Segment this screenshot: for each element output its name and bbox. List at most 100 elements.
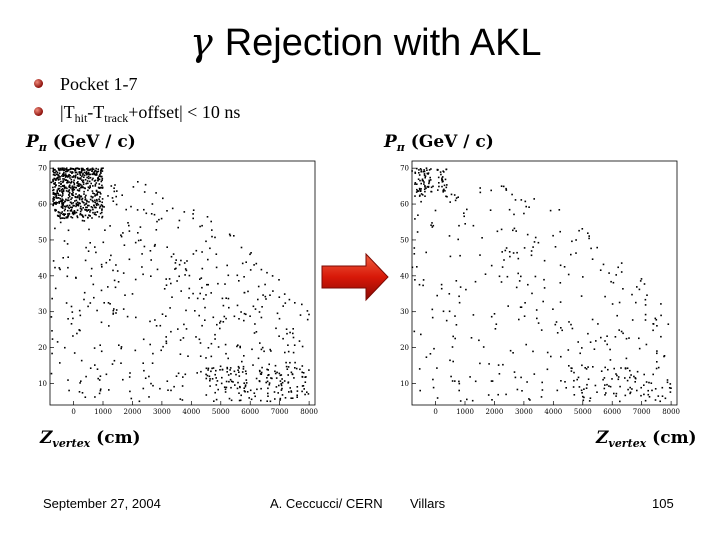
data-point xyxy=(170,255,173,258)
data-point xyxy=(417,190,420,192)
data-point xyxy=(99,375,102,377)
data-point xyxy=(96,193,98,195)
y-tick-label: 10 xyxy=(400,380,409,388)
data-point xyxy=(204,319,206,321)
data-point xyxy=(660,335,662,338)
data-point xyxy=(59,214,61,216)
data-point xyxy=(101,215,104,218)
data-point xyxy=(291,397,294,399)
data-point xyxy=(609,359,612,361)
data-point xyxy=(652,329,654,332)
data-point xyxy=(120,347,122,350)
data-point xyxy=(624,394,627,397)
data-point xyxy=(81,219,84,222)
data-point xyxy=(603,387,606,390)
data-point xyxy=(236,345,238,348)
data-point xyxy=(105,261,108,264)
data-point xyxy=(652,323,655,325)
data-point xyxy=(184,268,187,270)
data-point xyxy=(102,241,105,244)
data-point xyxy=(244,384,247,386)
data-point xyxy=(134,278,137,281)
data-point xyxy=(98,379,101,381)
data-point xyxy=(500,185,503,187)
data-point xyxy=(451,346,454,348)
data-point xyxy=(115,264,117,266)
data-point xyxy=(457,196,459,198)
data-point xyxy=(528,206,530,208)
data-point xyxy=(181,399,184,401)
data-point xyxy=(80,171,83,174)
data-point xyxy=(72,187,74,189)
data-point xyxy=(66,213,69,215)
data-point xyxy=(89,215,91,217)
data-point xyxy=(188,297,190,299)
data-point xyxy=(416,167,418,170)
data-point xyxy=(504,249,507,252)
data-point xyxy=(59,167,62,170)
data-point xyxy=(55,194,58,197)
data-point xyxy=(568,365,570,367)
data-point xyxy=(73,175,75,177)
data-point xyxy=(647,393,650,396)
data-point xyxy=(209,378,211,380)
data-point xyxy=(86,176,88,179)
data-point xyxy=(58,187,61,190)
data-point xyxy=(576,378,578,381)
data-point xyxy=(61,173,64,176)
data-point xyxy=(114,184,116,186)
data-point xyxy=(611,378,613,380)
data-point xyxy=(281,387,283,390)
data-point xyxy=(279,397,282,400)
data-point xyxy=(427,172,430,174)
data-point xyxy=(149,250,152,252)
data-point xyxy=(240,311,242,313)
data-point xyxy=(167,389,169,391)
bullet-list: Pocket 1-7 |Thit-Ttrack+offset| < 10 ns xyxy=(34,70,240,126)
data-point xyxy=(60,212,62,215)
data-point xyxy=(78,168,80,170)
data-point xyxy=(617,376,620,378)
data-point xyxy=(581,228,584,230)
data-point xyxy=(266,400,268,402)
data-point xyxy=(629,376,631,379)
data-point xyxy=(450,193,453,196)
data-point xyxy=(57,188,60,191)
data-point xyxy=(411,266,414,269)
data-point xyxy=(77,177,79,180)
data-point xyxy=(111,197,114,199)
data-point xyxy=(437,176,440,179)
data-point xyxy=(449,255,452,258)
data-point xyxy=(629,369,631,372)
data-point xyxy=(97,377,99,380)
data-point xyxy=(135,316,137,319)
data-point xyxy=(622,288,624,290)
data-point xyxy=(307,393,310,395)
data-point xyxy=(54,181,56,184)
data-point xyxy=(159,387,161,390)
data-point xyxy=(54,183,56,185)
data-point xyxy=(455,280,458,282)
data-point xyxy=(61,195,63,198)
data-point xyxy=(552,234,554,237)
data-point xyxy=(86,169,89,171)
data-point xyxy=(72,317,74,320)
data-point xyxy=(221,376,223,379)
data-point xyxy=(421,194,424,196)
data-point xyxy=(413,247,416,249)
data-point xyxy=(71,193,74,196)
footer-venue: Villars xyxy=(410,496,446,511)
data-point xyxy=(149,343,151,346)
data-point xyxy=(84,259,87,262)
data-point xyxy=(95,204,98,206)
data-point xyxy=(643,373,645,376)
data-point xyxy=(646,294,648,296)
data-point xyxy=(430,190,433,193)
data-point xyxy=(196,372,198,374)
y-tick-label: 30 xyxy=(400,308,409,316)
data-point xyxy=(220,382,223,385)
data-point xyxy=(630,374,632,376)
data-point xyxy=(436,367,438,369)
data-point xyxy=(101,204,104,207)
data-point xyxy=(58,174,60,177)
